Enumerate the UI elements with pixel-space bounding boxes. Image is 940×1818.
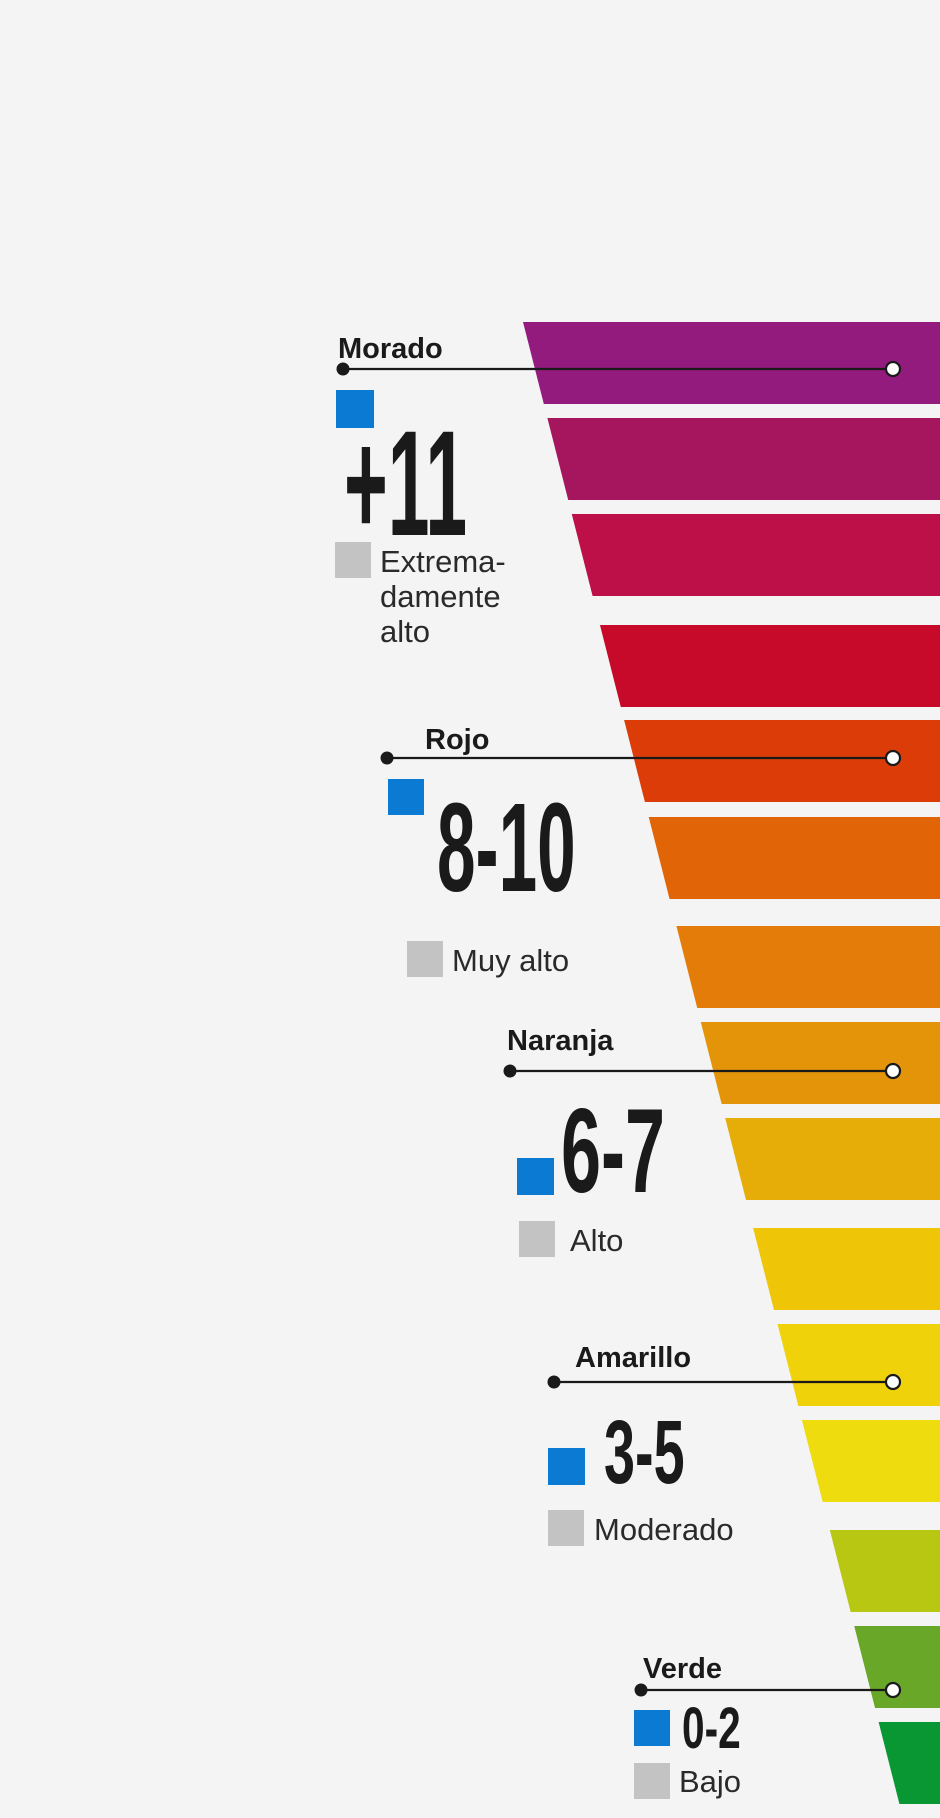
level-color-name: Morado [338, 333, 443, 365]
gray-square-marker [335, 542, 371, 578]
level-description: Alto [570, 1223, 623, 1258]
level-description: Muy alto [452, 943, 569, 978]
level-naranja: Naranja 6-7 Alto [503, 1025, 902, 1258]
color-band [829, 1530, 940, 1612]
color-band [801, 1420, 940, 1502]
band-marker-dot [884, 360, 902, 378]
color-bands [523, 322, 940, 1804]
band-marker-dot [884, 749, 902, 767]
level-amarillo: Amarillo 3-5 Moderado [547, 1342, 902, 1547]
level-description: alto [380, 614, 430, 649]
blue-square-marker [634, 1710, 670, 1746]
color-band [753, 1228, 940, 1310]
gray-square-marker [407, 941, 443, 977]
level-range: 6-7 [561, 1083, 665, 1218]
color-band [725, 1118, 940, 1200]
color-band [599, 625, 940, 707]
leader-dot [634, 1683, 648, 1697]
level-color-name: Amarillo [575, 1342, 691, 1374]
level-description: Moderado [594, 1512, 734, 1547]
leader-dot [503, 1064, 517, 1078]
color-band [547, 418, 940, 500]
color-band [571, 514, 940, 596]
band-marker-dot [884, 1681, 902, 1699]
color-band [624, 720, 940, 802]
level-rojo: Rojo 8-10 Muy alto [380, 724, 902, 978]
leader-dot [336, 362, 350, 376]
blue-square-marker [517, 1158, 554, 1195]
blue-square-marker [336, 390, 374, 428]
blue-square-marker [548, 1448, 585, 1485]
leader-dot [547, 1375, 561, 1389]
gray-square-marker [548, 1510, 584, 1546]
color-band [700, 1022, 940, 1104]
level-range: 3-5 [604, 1401, 685, 1502]
blue-square-marker [388, 779, 424, 815]
band-marker-dot [884, 1062, 902, 1080]
leader-dot [380, 751, 394, 765]
color-band [648, 817, 940, 899]
color-band [676, 926, 940, 1008]
band-marker-dot [884, 1373, 902, 1391]
gray-square-marker [634, 1763, 670, 1799]
level-color-name: Rojo [425, 724, 489, 756]
color-band [854, 1626, 940, 1708]
level-description: Bajo [679, 1764, 741, 1799]
level-range: 8-10 [437, 777, 576, 918]
level-range: +11 [344, 401, 467, 568]
level-color-name: Naranja [507, 1025, 614, 1057]
level-range: 0-2 [682, 1696, 741, 1761]
level-color-name: Verde [643, 1653, 722, 1685]
level-description: damente [380, 579, 501, 614]
color-band [878, 1722, 940, 1804]
color-band [777, 1324, 940, 1406]
level-description: Extrema- [380, 544, 506, 579]
gray-square-marker [519, 1221, 555, 1257]
color-band [523, 322, 940, 404]
